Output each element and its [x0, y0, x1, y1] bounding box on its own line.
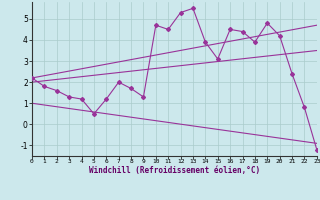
X-axis label: Windchill (Refroidissement éolien,°C): Windchill (Refroidissement éolien,°C) [89, 166, 260, 175]
